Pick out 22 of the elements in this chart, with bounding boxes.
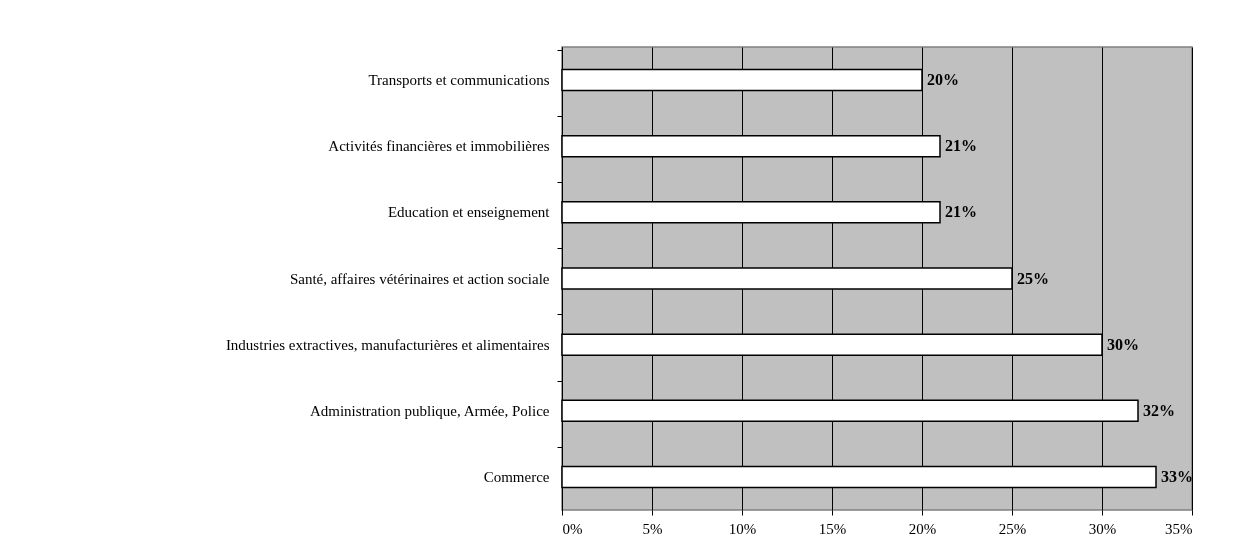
data-label: 33% — [1161, 467, 1193, 485]
data-label: 32% — [1143, 401, 1175, 419]
y-tick-label: Industries extractives, manufacturières et alimentaires — [225, 336, 550, 353]
y-tick-label: Transports et communications — [368, 72, 550, 89]
y-tick-label: Education et enseignement — [387, 204, 551, 221]
x-tick-label: 30% — [1088, 520, 1117, 537]
data-label: 21% — [945, 137, 977, 155]
y-tick-label: Administration publique, Armée, Police — [309, 402, 550, 419]
x-tick-label: 20% — [908, 520, 937, 537]
x-tick-label: 5% — [642, 520, 663, 537]
data-label: 20% — [927, 71, 959, 89]
data-label: 21% — [945, 203, 977, 221]
x-tick-label: 35% — [1165, 520, 1193, 537]
x-tick-label: 0% — [562, 520, 583, 537]
data-label: 25% — [1017, 269, 1049, 287]
x-tick-label: 10% — [728, 520, 757, 537]
y-tick-label: Santé, affaires vétérinaires et action sociale — [289, 270, 550, 287]
y-tick-label: Activités financières et immobilières — [328, 138, 550, 155]
data-label: 30% — [1107, 335, 1139, 353]
x-tick-label: 15% — [818, 520, 847, 537]
y-tick-label: Commerce — [483, 468, 550, 485]
x-tick-label: 25% — [998, 520, 1027, 537]
